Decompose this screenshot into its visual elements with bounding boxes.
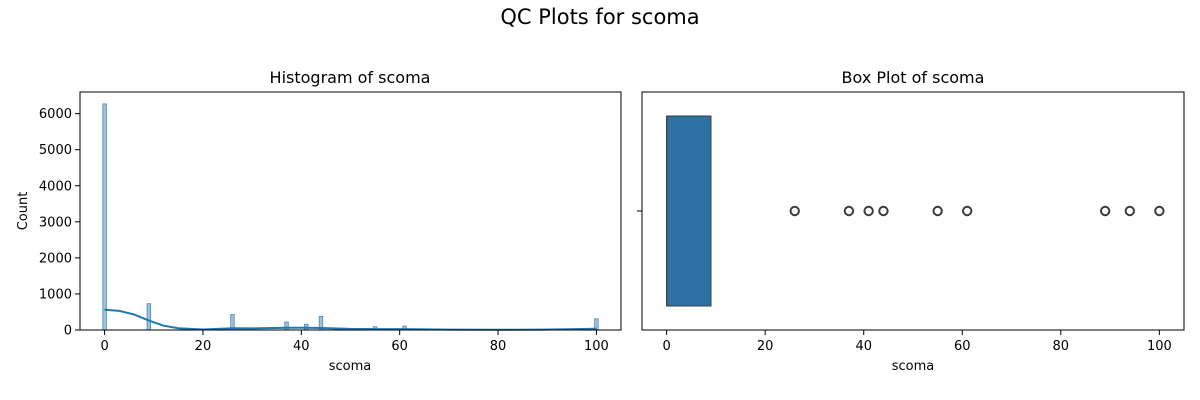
boxplot-outlier-point — [1154, 205, 1165, 217]
histogram-ytick-label: 5000 — [39, 143, 72, 158]
histogram-panel: Histogram of scoma 0 20 40 60 80 100010002000… — [16, 68, 622, 374]
boxplot-xtick-label: 40 — [855, 339, 872, 354]
histogram-ytick-label: 2000 — [39, 251, 72, 266]
histogram-ytick-label: 1000 — [39, 287, 72, 302]
boxplot-axes-frame — [641, 91, 1185, 331]
boxplot-outlier-point — [878, 205, 889, 217]
boxplot-body — [666, 115, 712, 307]
histogram-xlabel: scoma — [329, 359, 372, 374]
boxplot-xlabel: scoma — [892, 359, 935, 374]
figure-suptitle: QC Plots for scoma — [500, 5, 699, 29]
boxplot-xtick-label: 80 — [1053, 339, 1070, 354]
boxplot-outlier-point — [863, 205, 874, 217]
histogram-bar — [146, 303, 152, 331]
histogram-bar — [102, 103, 107, 331]
histogram-title: Histogram of scoma — [270, 68, 431, 87]
histogram-ytick-label: 3000 — [39, 215, 72, 230]
boxplot-xtick-label: 0 — [662, 339, 670, 354]
boxplot-outlier-point — [932, 205, 943, 217]
histogram-ytick-label: 6000 — [39, 107, 72, 122]
boxplot-xtick-label: 20 — [757, 339, 774, 354]
boxplot-iqr-box — [666, 115, 712, 307]
boxplot-xtick-label: 60 — [954, 339, 971, 354]
boxplot-title: Box Plot of scoma — [842, 68, 985, 87]
histogram-bars — [102, 103, 599, 331]
histogram-xtick-label: 0 — [100, 339, 108, 354]
boxplot-outlier-point — [1099, 205, 1111, 217]
boxplot-outlier-point — [962, 205, 973, 217]
histogram-xtick-label: 80 — [490, 339, 507, 354]
boxplot-outlier-point — [789, 205, 800, 217]
boxplot-outliers — [789, 205, 1165, 217]
histogram-ytick-label: 4000 — [39, 179, 72, 194]
boxplot-ticks: 0 20 40 60 80 100 — [637, 210, 1172, 354]
histogram-ylabel: Count — [16, 192, 31, 231]
histogram-xtick-label: 20 — [195, 339, 212, 354]
histogram-xtick-label: 40 — [293, 339, 310, 354]
histogram-xtick-label: 100 — [584, 339, 609, 354]
boxplot-outlier-point — [1124, 205, 1136, 217]
boxplot-xtick-label: 100 — [1147, 339, 1172, 354]
histogram-axes-frame — [79, 91, 622, 331]
boxplot-panel: Box Plot of scoma 0 20 40 60 80 100 scoma — [637, 68, 1185, 374]
boxplot-outlier-point — [843, 205, 855, 217]
histogram-kde-line — [104, 308, 597, 331]
histogram-ytick-label: 0 — [64, 324, 72, 339]
histogram-xtick-label: 60 — [391, 339, 408, 354]
